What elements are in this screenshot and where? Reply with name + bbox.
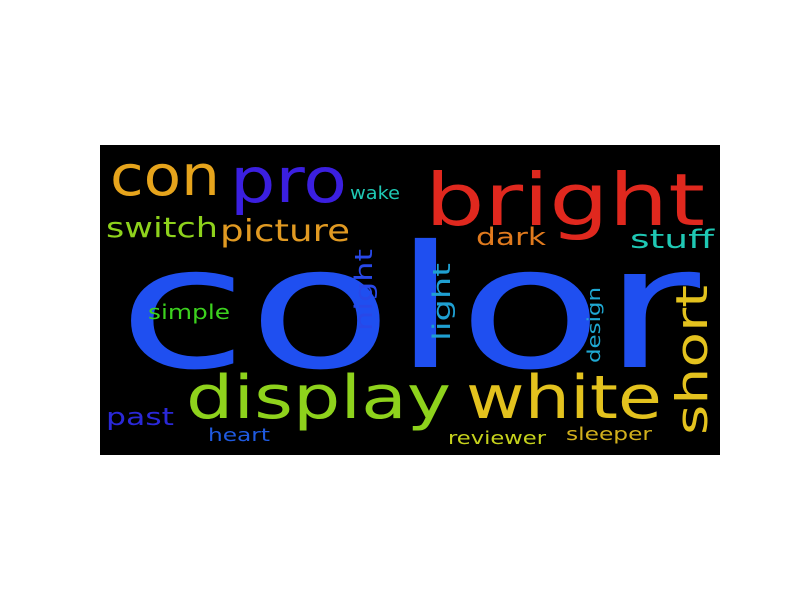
- word-night: night: [350, 249, 378, 331]
- word-cloud: color bright display white pro con short…: [100, 145, 720, 455]
- word-cloud-canvas: color bright display white pro con short…: [106, 145, 718, 449]
- word-wake: wake: [350, 183, 400, 204]
- word-stuff: stuff: [630, 225, 716, 255]
- word-con: con: [110, 145, 220, 209]
- word-light: light: [428, 263, 456, 341]
- word-display: display: [186, 363, 451, 433]
- word-bright: bright: [425, 158, 705, 242]
- word-pro: pro: [230, 145, 347, 217]
- word-past: past: [106, 403, 174, 431]
- word-white: white: [466, 363, 662, 433]
- word-color: color: [118, 210, 700, 408]
- word-simple: simple: [148, 300, 230, 324]
- word-sleeper: sleeper: [566, 424, 653, 445]
- word-reviewer: reviewer: [448, 428, 547, 449]
- word-dark: dark: [476, 223, 546, 251]
- word-switch: switch: [106, 211, 218, 244]
- word-design: design: [584, 287, 605, 363]
- word-short: short: [667, 285, 718, 435]
- word-picture: picture: [220, 214, 350, 249]
- word-heart: heart: [208, 425, 270, 446]
